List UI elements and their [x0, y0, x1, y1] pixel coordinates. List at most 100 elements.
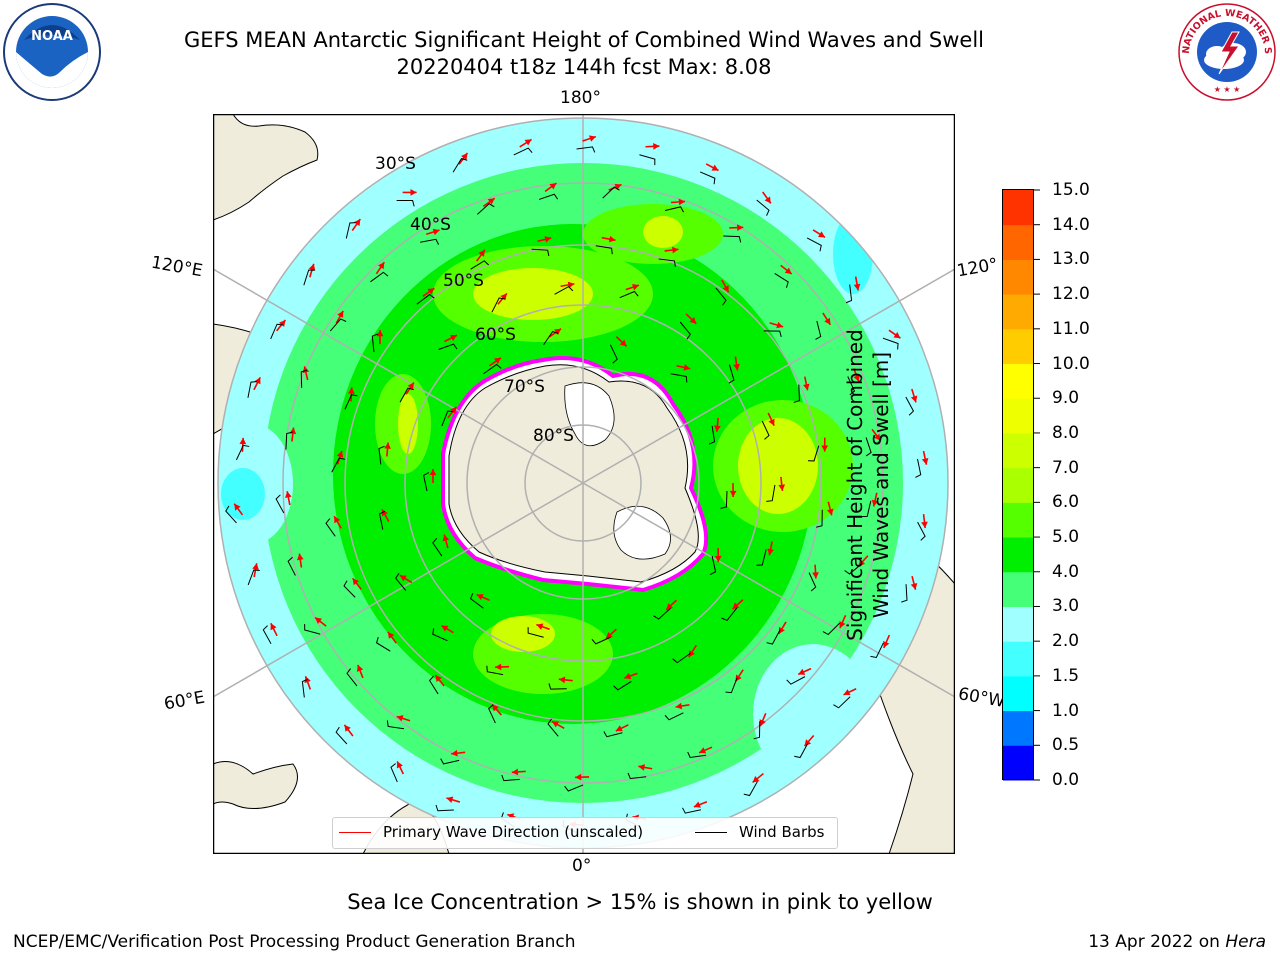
- wind-barb: [285, 431, 293, 450]
- wave-arrow: [615, 336, 628, 347]
- wind-barb: [822, 622, 840, 636]
- wind-barb: [270, 323, 284, 340]
- wind-barb: [658, 258, 676, 267]
- wind-barb: [225, 505, 237, 524]
- wind-barb: [438, 343, 458, 350]
- wind-barb: [766, 484, 776, 502]
- wave-arrow: [670, 198, 686, 206]
- wave-arrow: [803, 376, 810, 391]
- wave-arrow: [285, 491, 292, 506]
- wind-barb: [763, 330, 782, 338]
- wind-barb: [428, 675, 439, 695]
- wave-arrow: [857, 555, 869, 567]
- wave-arrow: [551, 720, 565, 729]
- land-africa-top: [213, 114, 319, 221]
- wave-arrow: [511, 768, 526, 776]
- wave-arrow: [871, 428, 882, 442]
- wave-arrow: [812, 229, 826, 238]
- wave-arrow: [624, 672, 638, 680]
- colorbar-tick-label: 0.5: [1052, 735, 1080, 756]
- ice-shelf-ross: [564, 382, 615, 447]
- wave-arrow: [491, 704, 502, 716]
- wave-arrow: [475, 249, 486, 262]
- wave-arrow: [714, 548, 722, 563]
- wind-barb: [335, 726, 348, 745]
- colorbar-tick-label: 9.0: [1052, 388, 1080, 409]
- colorbar-cell: [1003, 606, 1034, 642]
- wind-barb: [743, 781, 758, 797]
- wind-barb: [870, 642, 884, 659]
- wind-barb: [591, 636, 611, 645]
- legend-item-wave: Primary Wave Direction (unscaled): [339, 823, 643, 841]
- wave-arrow: [778, 476, 786, 491]
- wind-barb: [603, 731, 623, 738]
- wind-barb: [452, 158, 468, 173]
- wave-arrow: [381, 508, 390, 522]
- wind-barb: [794, 743, 809, 759]
- wave-arrow: [645, 143, 660, 150]
- colorbar-tick-label: 2.0: [1052, 631, 1080, 652]
- wave-arrow: [826, 501, 834, 516]
- wind-barb: [728, 364, 735, 384]
- wind-barb: [527, 627, 544, 638]
- map-frame: [213, 114, 955, 854]
- wind-barb: [488, 704, 496, 724]
- wave-arrow: [425, 228, 440, 236]
- wave-arrow: [797, 667, 812, 676]
- colorbar-label-line1: Significant Height of Combined: [843, 329, 867, 641]
- svg-text:★ ★ ★: ★ ★ ★: [1214, 85, 1241, 94]
- wave-arrow: [444, 334, 458, 343]
- colorbar-tick-label: 6.0: [1052, 492, 1080, 513]
- wave-arrow: [910, 388, 918, 403]
- wind-barb: [917, 521, 926, 541]
- wind-barb: [609, 344, 618, 364]
- wave-arrow: [489, 357, 502, 367]
- wave-arrow: [451, 749, 466, 757]
- wave-arrow: [733, 356, 740, 371]
- wave-arrow: [270, 622, 278, 637]
- legend-swatch-wind: [695, 832, 727, 833]
- wave-arrow: [544, 182, 557, 193]
- wind-barb: [247, 569, 260, 586]
- legend-label-wind: Wind Barbs: [739, 823, 825, 841]
- wave-arrow: [638, 764, 653, 771]
- wave-arrow: [429, 468, 437, 484]
- wave-arrow: [396, 761, 405, 775]
- wave-arrow: [871, 492, 879, 507]
- footer-machine: Hera: [1225, 932, 1266, 952]
- wind-barb: [564, 784, 584, 792]
- colorbar-cell: [1003, 363, 1034, 399]
- footer-date-text: 13 Apr 2022 on: [1088, 932, 1226, 952]
- wind-barb: [300, 369, 308, 388]
- wind-barb: [619, 290, 639, 299]
- wave-arrow: [356, 664, 364, 679]
- wind-barb: [905, 396, 915, 416]
- wind-barb: [423, 472, 430, 492]
- lon-label-0: 0°: [572, 856, 592, 876]
- wind-barb: [682, 807, 702, 814]
- wind-barb: [432, 628, 448, 642]
- wind-barb: [845, 284, 853, 304]
- wind-barb: [346, 668, 358, 687]
- colorbar: [1002, 189, 1040, 781]
- colorbar-tick-label: 1.0: [1052, 700, 1080, 721]
- wind-barb: [699, 171, 716, 185]
- wave-arrow: [476, 593, 490, 602]
- nws-logo-icon: NATIONAL WEATHER SERVICE ★ ★ ★: [1177, 2, 1276, 101]
- wind-barb: [416, 293, 435, 305]
- wave-arrow: [853, 368, 860, 382]
- colorbar-cell: [1003, 259, 1034, 295]
- legend-label-wave: Primary Wave Direction (unscaled): [383, 823, 644, 841]
- wind-barb: [303, 269, 315, 286]
- wind-barb: [774, 272, 789, 288]
- wave-arrow: [276, 319, 287, 332]
- wind-barb: [766, 629, 781, 645]
- wind-barb: [679, 321, 691, 340]
- colorbar-tick-label: 7.0: [1052, 457, 1080, 478]
- wave-arrow: [375, 261, 385, 275]
- wind-barb: [399, 387, 414, 403]
- wind-barb: [344, 394, 358, 410]
- wind-barb: [287, 556, 296, 576]
- wind-barb: [653, 607, 671, 620]
- wind-barb: [304, 623, 321, 635]
